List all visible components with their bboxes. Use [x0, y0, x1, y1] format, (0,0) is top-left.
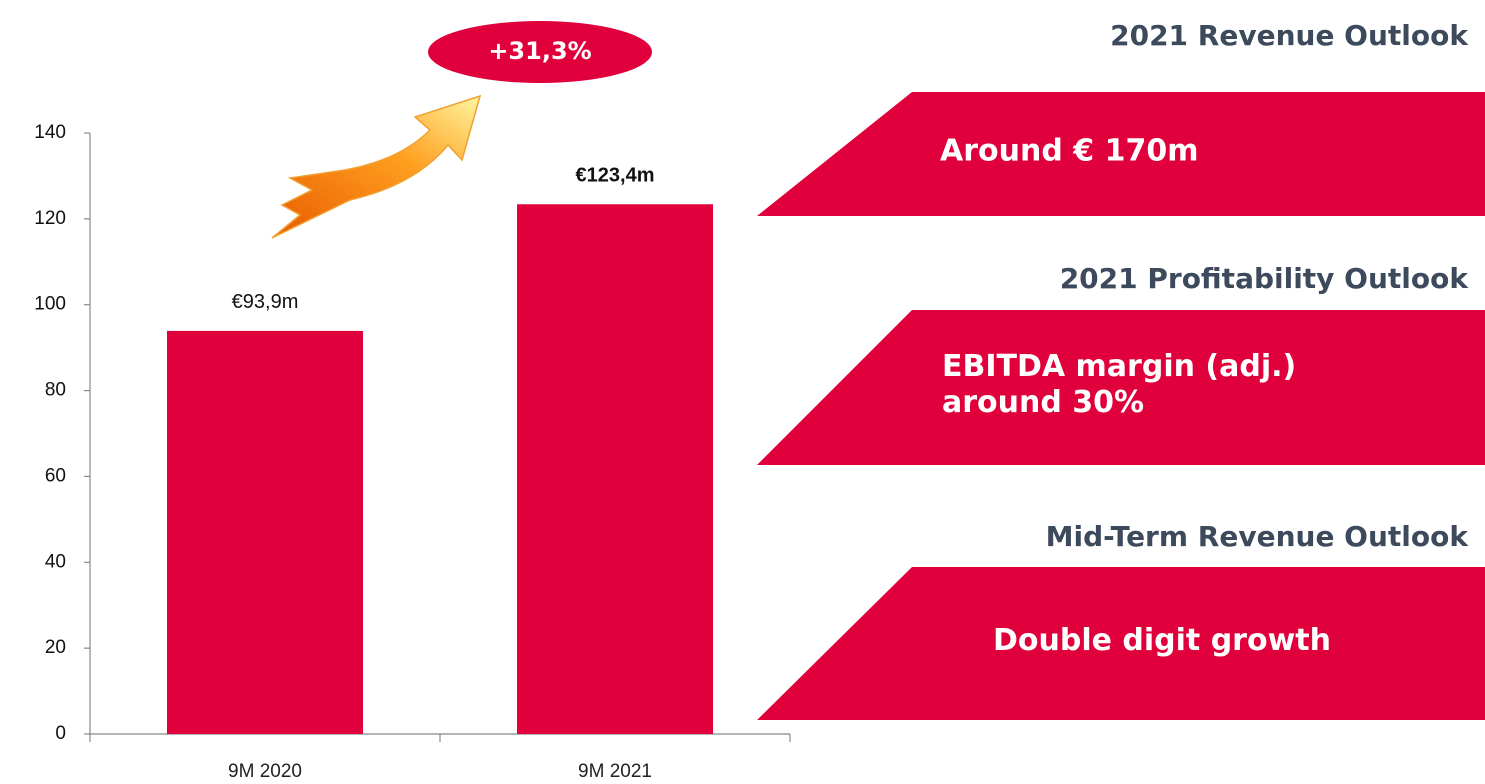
- panel-heading: 2021 Revenue Outlook: [1110, 19, 1469, 52]
- x-tick-label: 9M 2021: [578, 761, 652, 782]
- y-tick-label: 60: [45, 465, 66, 486]
- bar-chart: 0 20 40 60 80 100 120 140 9M 2020 €93,9m 9M 2021 €1…: [34, 122, 790, 782]
- panel-text: Around € 170m: [940, 134, 1198, 169]
- growth-arrow: [272, 96, 480, 238]
- y-tick-label: 140: [34, 122, 66, 143]
- y-tick-label: 0: [55, 723, 66, 744]
- y-tick-label: 120: [34, 208, 66, 229]
- x-tick-label: 9M 2020: [228, 761, 302, 782]
- growth-label: +31,3%: [488, 37, 591, 65]
- panel-text: Double digit growth: [993, 623, 1331, 658]
- panel-text: around 30%: [942, 385, 1144, 420]
- value-label: €93,9m: [232, 291, 299, 313]
- y-tick-label: 20: [45, 637, 66, 658]
- value-label: €123,4m: [576, 165, 655, 187]
- slide: +31,3% 0 20 40 60 80 100 120 140 9M 2020 €93,9m 9M…: [0, 0, 1485, 784]
- panel-text: EBITDA margin (adj.): [942, 349, 1296, 384]
- bar: [167, 331, 363, 734]
- y-tick-label: 100: [34, 294, 66, 315]
- panel-heading: 2021 Profitability Outlook: [1060, 262, 1470, 295]
- bar: [517, 204, 713, 734]
- y-tick-label: 80: [45, 380, 66, 401]
- outlook-panels: 2021 Revenue Outlook Around € 170m 2021 Pr…: [757, 19, 1485, 720]
- panel-heading: Mid-Term Revenue Outlook: [1046, 520, 1470, 553]
- y-tick-label: 40: [45, 551, 66, 572]
